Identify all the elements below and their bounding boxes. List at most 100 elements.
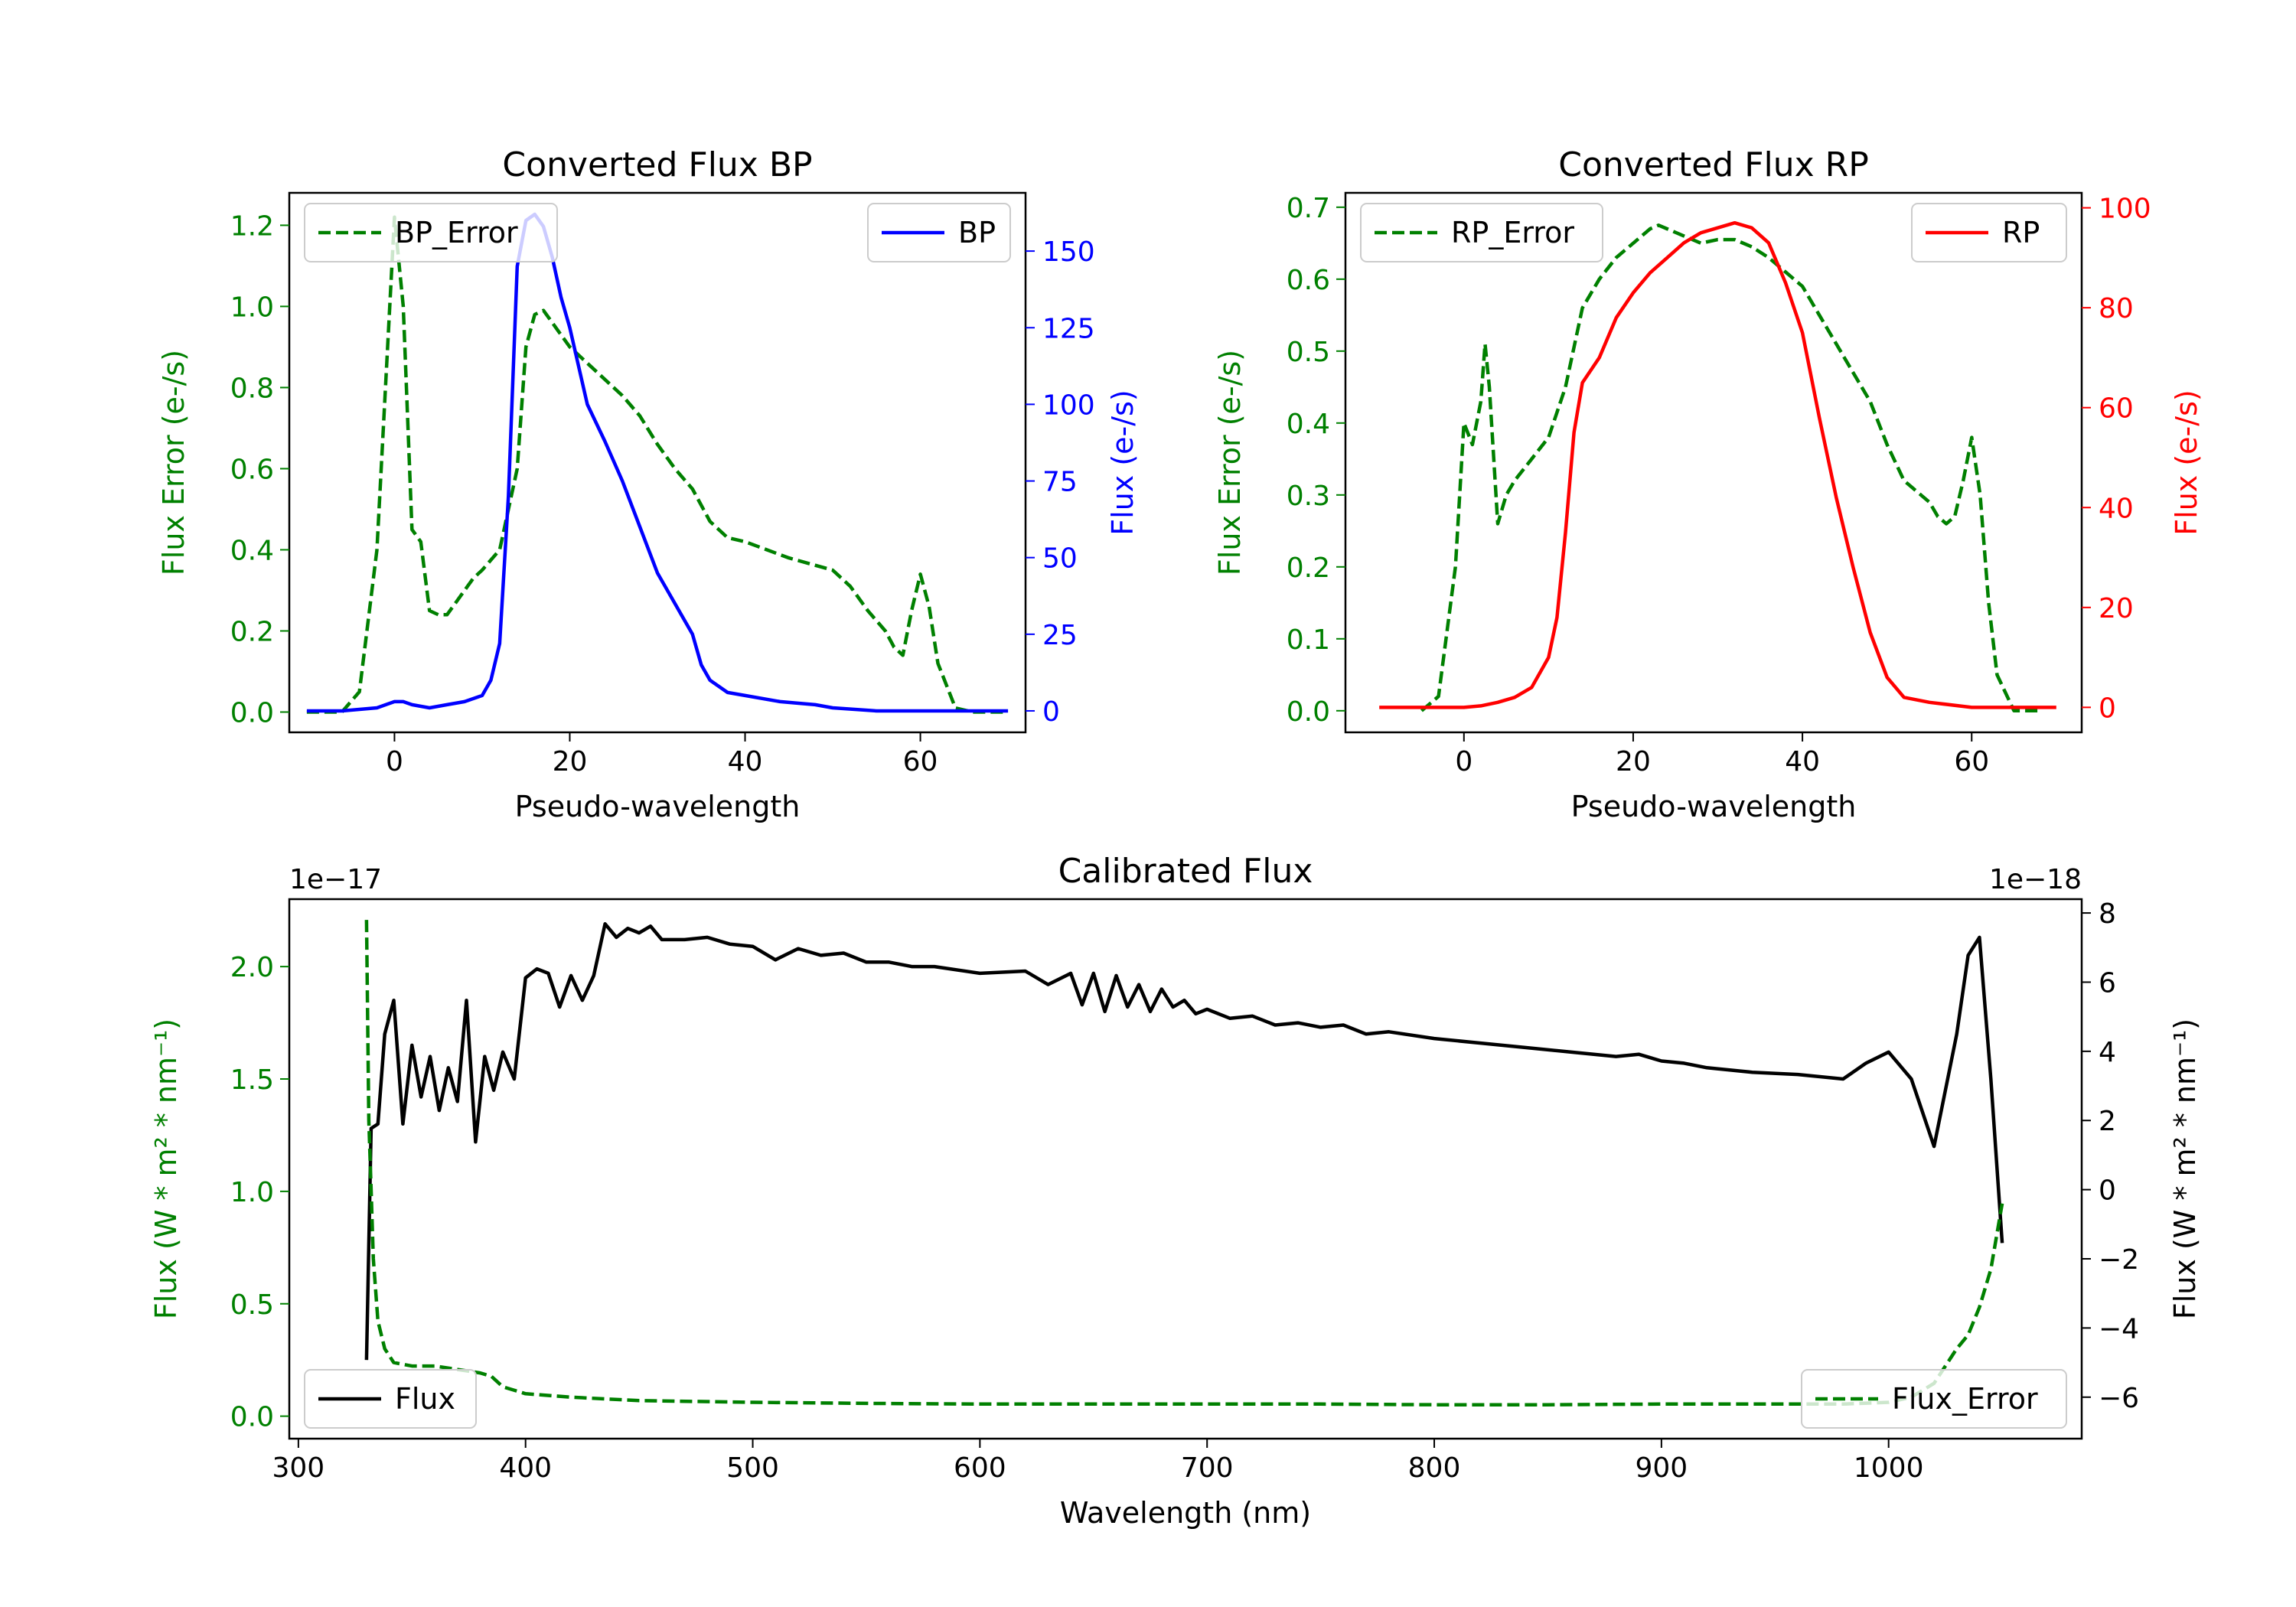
y-right-tick-label: −6 [2099,1383,2139,1414]
x-tick-label: 20 [553,746,588,777]
y-right-tick-label: 50 [1042,543,1078,575]
chart-title: Calibrated Flux [1058,852,1313,891]
y-right-tick-label: 80 [2099,293,2134,324]
plot-frame [1344,191,2083,734]
plot-frame [288,898,2083,1440]
y-right-tick-label: −4 [2099,1313,2139,1345]
y-right-tick-label: 75 [1042,467,1078,498]
legend-label: RP_Error [1451,216,1574,249]
x-tick-label: 0 [386,746,403,777]
legend-box [1801,1369,2067,1429]
y-right-axis-label: Flux (e-/s) [2170,390,2203,535]
chart-panel-3: Calibrated Flux 300 400 500 600 700 800 900 1000… [149,852,2202,1530]
y-right-tick-label: 100 [1042,390,1095,421]
y-right-tick-label: 20 [2099,593,2134,624]
x-tick-label: 900 [1636,1452,1688,1484]
y-left-tick-label: 0.5 [230,1289,274,1321]
legend-box [304,203,558,262]
y-right-tick-label: 125 [1042,313,1095,344]
legend-label: BP_Error [395,216,518,249]
chart-panel-2: Converted Flux RP 0 20 40 60 0.0 0.1 0.2 0.3 0.4 0… [1213,145,2203,823]
y-right-tick-label: 0 [2099,693,2116,724]
series-line-bp [306,212,1009,713]
x-tick-label: 600 [954,1452,1006,1484]
y-left-tick-label: 2.0 [230,952,274,983]
x-tick-label: 800 [1408,1452,1461,1484]
y-right-tick-label: 0 [1042,696,1060,728]
y-right-axis-label: Flux (e-/s) [1106,390,1140,535]
y-left-tick-label: 0.6 [1287,265,1330,296]
y-left-axis-label: Flux Error (e-/s) [157,350,191,575]
y-right-tick-label: 0 [2099,1175,2116,1207]
y-left-axis-label: Flux (W * m² * nm⁻¹) [149,1019,183,1319]
series-line-flux [364,922,2004,1361]
x-tick-label: 20 [1616,746,1651,777]
x-tick-label: 500 [726,1452,779,1484]
y-right-tick-label: 100 [2099,194,2151,225]
y-right-tick-label: 6 [2099,967,2116,999]
series-line-flux-error [364,920,2004,1407]
y-left-tick-label: 0.8 [230,373,274,404]
legend-left: BP_Error [304,203,558,262]
y-right-tick-label: 2 [2099,1106,2116,1137]
y-left-tick-label: 1.2 [230,210,274,242]
x-tick-label: 60 [1954,746,1989,777]
legend-label: BP [958,216,996,249]
series-line-rp [1379,220,2056,709]
legend-box [304,1369,477,1429]
y-left-offset-text: 1e−17 [289,864,382,895]
y-right-tick-label: −2 [2099,1244,2139,1276]
y-left-tick-label: 1.0 [230,1177,274,1208]
y-right-tick-label: 25 [1042,620,1078,651]
chart-title: Converted Flux BP [502,145,812,184]
x-tick-label: 300 [272,1452,325,1484]
x-tick-label: 60 [903,746,938,777]
y-left-tick-label: 0.0 [230,1402,274,1433]
y-left-tick-label: 1.0 [230,292,274,323]
x-tick-label: 40 [728,746,763,777]
legend-box [1360,203,1603,262]
y-left-axis-label: Flux Error (e-/s) [1213,350,1247,575]
y-left-tick-label: 0.0 [1287,696,1330,728]
y-right-tick-label: 8 [2099,898,2116,930]
legend-right: Flux_Error [1801,1369,2067,1429]
y-left-tick-label: 0.0 [230,697,274,729]
y-left-tick-label: 0.2 [1287,553,1330,584]
y-left-tick-label: 1.5 [230,1064,274,1096]
y-right-tick-label: 40 [2099,493,2134,524]
chart-title: Converted Flux RP [1558,145,1869,184]
y-left-tick-label: 0.6 [230,454,274,485]
x-axis-label: Pseudo-wavelength [1571,790,1857,823]
legend-left: Flux [304,1369,477,1429]
y-right-axis-label: Flux (W * m² * nm⁻¹) [2168,1019,2202,1319]
legend-label: Flux_Error [1892,1382,2038,1416]
legend-box [1911,203,2067,262]
y-left-tick-label: 0.2 [230,616,274,647]
y-right-tick-label: 4 [2099,1037,2116,1068]
y-left-tick-label: 0.3 [1287,481,1330,512]
x-tick-label: 40 [1785,746,1820,777]
y-right-tick-label: 150 [1042,236,1095,268]
x-tick-label: 700 [1181,1452,1234,1484]
y-left-tick-label: 0.7 [1287,193,1330,224]
legend-left: RP_Error [1360,203,1603,262]
x-axis-label: Pseudo-wavelength [515,790,801,823]
legend-right: BP [867,203,1011,262]
x-tick-label: 1000 [1854,1452,1924,1484]
x-axis-label: Wavelength (nm) [1060,1496,1311,1530]
y-left-tick-label: 0.4 [230,535,274,566]
series-line-bp-error [306,215,1009,714]
legend-right: RP [1911,203,2067,262]
chart-panel-1: Converted Flux BP 0 20 40 60 0.0 0.2 0.4 0.6 0.8 1… [157,145,1140,823]
x-tick-label: 400 [499,1452,552,1484]
legend-label: RP [2002,216,2040,249]
plot-frame [288,191,1027,734]
y-left-tick-label: 0.4 [1287,409,1330,440]
y-right-offset-text: 1e−18 [1989,864,2082,895]
series-line-rp-error [1420,223,2040,713]
x-tick-label: 0 [1455,746,1473,777]
legend-label: Flux [395,1382,455,1416]
y-left-tick-label: 0.5 [1287,337,1330,368]
y-right-tick-label: 60 [2099,393,2134,425]
